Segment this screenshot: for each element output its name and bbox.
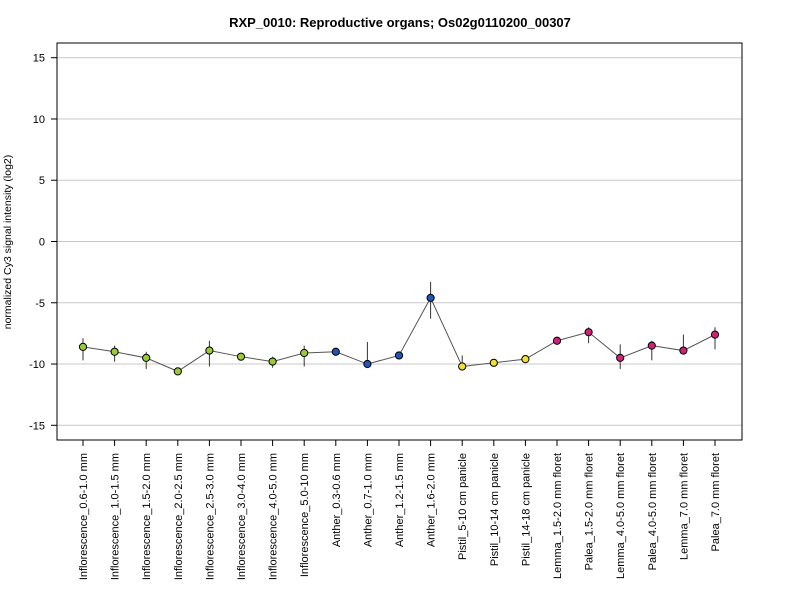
- y-tick-label: 15: [33, 53, 45, 65]
- category-labels: Inflorescence_0.6-1.0 mm Inflorescence_1.…: [78, 453, 722, 580]
- x-tick-label: Palea_4.0-5.0 mm floret: [647, 453, 659, 570]
- x-tick-label: Inflorescence_2.0-2.5 mm: [173, 453, 185, 580]
- x-tick-label: Lemma_7.0 mm floret: [678, 453, 690, 560]
- x-tick-label: Pistil_5-10 cm panicle: [457, 453, 469, 560]
- y-axis-label: normalized Cy3 signal intensity (log2): [2, 155, 14, 330]
- data-point: [489, 358, 498, 367]
- y-tick-label: 10: [33, 114, 45, 126]
- y-tick-label: -15: [29, 420, 45, 432]
- x-tick-label: Palea_1.5-2.0 mm floret: [584, 453, 596, 570]
- x-tick-label: Palea_7.0 mm floret: [710, 453, 722, 551]
- axes: 15 10 5 0 -5 -10 -15: [29, 53, 716, 446]
- x-tick-label: Pistil_14-18 cm panicle: [520, 453, 532, 566]
- data-point: [78, 342, 88, 351]
- x-tick-label: Inflorescence_5.0-10 mm: [299, 453, 311, 577]
- data-point: [552, 336, 562, 345]
- data-point: [331, 347, 340, 356]
- data-point: [584, 328, 593, 337]
- y-tick-label: 5: [39, 175, 45, 187]
- data-point: [426, 293, 435, 302]
- data-point: [236, 352, 246, 361]
- data-point: [710, 330, 720, 339]
- x-tick-label: Anther_1.2-1.5 mm: [394, 453, 406, 547]
- y-tick-label: -10: [29, 359, 45, 371]
- data-points: [78, 293, 720, 376]
- data-point: [300, 348, 309, 358]
- x-tick-label: Inflorescence_1.0-1.5 mm: [110, 453, 122, 580]
- plot-frame: [56, 42, 743, 441]
- y-tick-label: 0: [39, 237, 45, 249]
- x-tick-label: Anther_0.3-0.6 mm: [331, 453, 343, 547]
- data-point: [647, 341, 656, 350]
- data-point: [205, 346, 214, 355]
- data-point: [268, 357, 277, 366]
- x-tick-label: Inflorescence_0.6-1.0 mm: [78, 453, 90, 580]
- x-tick-label: Anther_1.6-2.0 mm: [426, 453, 438, 547]
- x-tick-label: Inflorescence_1.5-2.0 mm: [141, 453, 153, 580]
- data-point: [142, 353, 151, 363]
- chart-title: RXP_0010: Reproductive organs; Os02g0110…: [229, 15, 571, 30]
- x-tick-label: Anther_0.7-1.0 mm: [362, 453, 374, 547]
- y-tick-label: -5: [35, 298, 45, 310]
- data-point: [616, 353, 625, 363]
- x-tick-label: Inflorescence_2.5-3.0 mm: [204, 453, 216, 580]
- x-tick-label: Lemma_4.0-5.0 mm floret: [615, 453, 627, 579]
- data-point: [363, 359, 372, 369]
- x-tick-label: Inflorescence_4.0-5.0 mm: [268, 453, 280, 580]
- data-point: [521, 355, 530, 364]
- x-tick-label: Pistil_10-14 cm panicle: [489, 453, 501, 566]
- x-tick-label: Lemma_1.5-2.0 mm floret: [552, 453, 564, 579]
- data-point: [394, 351, 404, 360]
- x-tick-label: Inflorescence_3.0-4.0 mm: [236, 453, 248, 580]
- gridlines: [57, 57, 742, 426]
- data-point: [173, 367, 182, 376]
- data-point: [679, 346, 688, 355]
- data-point: [110, 347, 119, 356]
- data-point: [458, 362, 467, 371]
